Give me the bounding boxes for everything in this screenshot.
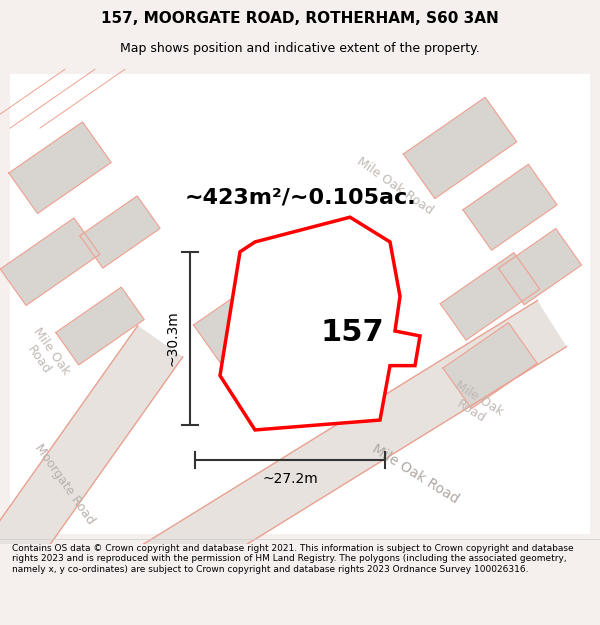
Polygon shape [9, 122, 111, 214]
Polygon shape [80, 196, 160, 268]
Polygon shape [440, 253, 540, 340]
FancyBboxPatch shape [10, 74, 590, 534]
Text: Map shows position and indicative extent of the property.: Map shows position and indicative extent… [120, 42, 480, 55]
Text: ~30.3m: ~30.3m [165, 311, 179, 366]
Polygon shape [440, 253, 540, 340]
Polygon shape [0, 218, 100, 306]
Text: 157: 157 [320, 318, 385, 347]
Polygon shape [499, 229, 581, 305]
Polygon shape [56, 287, 144, 365]
Text: Mile Oak
Road: Mile Oak Road [445, 379, 505, 431]
Text: 157, MOORGATE ROAD, ROTHERHAM, S60 3AN: 157, MOORGATE ROAD, ROTHERHAM, S60 3AN [101, 11, 499, 26]
Text: Mile Oak
Road: Mile Oak Road [18, 326, 72, 386]
Polygon shape [443, 322, 537, 409]
Polygon shape [403, 98, 517, 199]
Text: ~27.2m: ~27.2m [262, 472, 318, 486]
Polygon shape [443, 322, 537, 409]
Text: Mile Oak Road: Mile Oak Road [355, 154, 436, 217]
Text: Contains OS data © Crown copyright and database right 2021. This information is : Contains OS data © Crown copyright and d… [12, 544, 574, 574]
Text: ~423m²/~0.105ac.: ~423m²/~0.105ac. [184, 188, 416, 208]
Polygon shape [194, 282, 286, 369]
Polygon shape [0, 326, 183, 584]
Polygon shape [80, 196, 160, 268]
Polygon shape [113, 301, 566, 609]
Polygon shape [194, 282, 286, 369]
Polygon shape [403, 98, 517, 199]
Text: Moorgate Road: Moorgate Road [32, 442, 98, 527]
Text: Mile Oak Road: Mile Oak Road [369, 442, 461, 507]
Polygon shape [463, 164, 557, 250]
Polygon shape [0, 218, 100, 306]
Polygon shape [56, 287, 144, 365]
Polygon shape [9, 122, 111, 214]
Polygon shape [220, 217, 420, 430]
Polygon shape [463, 164, 557, 250]
Polygon shape [499, 229, 581, 305]
